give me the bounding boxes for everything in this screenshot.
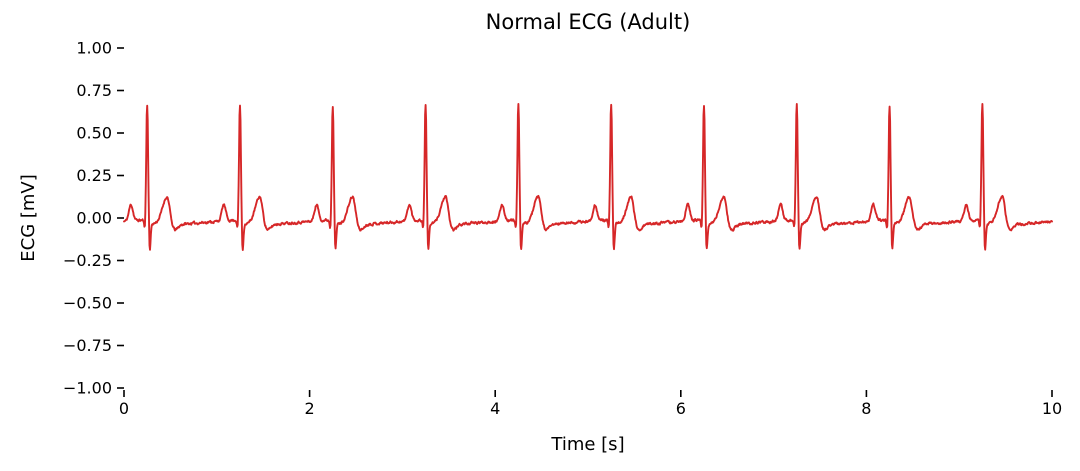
x-tick-label: 8 [861,399,871,418]
x-tick-label: 6 [676,399,686,418]
y-tick-label: 0.75 [76,81,112,100]
chart-title: Normal ECG (Adult) [486,10,691,34]
ecg-trace [123,102,1053,251]
y-tick-label: −0.50 [63,294,112,313]
y-tick-label: −0.75 [63,336,112,355]
y-tick-label: 0.00 [76,209,112,228]
y-tick-label: 0.50 [76,124,112,143]
y-axis-label: ECG [mV] [18,174,39,262]
x-tick-label: 2 [305,399,315,418]
y-axis-ticks: 1.00 0.75 0.50 0.25 0.00 −0.25 −0.50 −0.75 −1.00 [63,39,124,398]
x-tick-label: 4 [490,399,500,418]
x-tick-label: 10 [1042,399,1062,418]
y-tick-label: 0.25 [76,166,112,185]
x-axis-label: Time [s] [550,434,624,455]
y-tick-label: 1.00 [76,39,112,58]
y-tick-label: −1.00 [63,379,112,398]
x-tick-label: 0 [119,399,129,418]
x-axis-ticks: 0 2 4 6 8 10 [119,390,1062,418]
y-tick-label: −0.25 [63,251,112,270]
